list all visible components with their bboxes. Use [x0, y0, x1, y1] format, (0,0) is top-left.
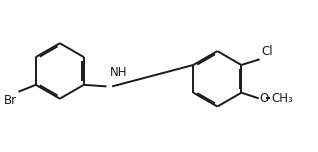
Text: NH: NH — [110, 66, 128, 79]
Text: Cl: Cl — [261, 45, 273, 58]
Text: CH₃: CH₃ — [271, 92, 293, 105]
Text: O: O — [259, 92, 269, 105]
Text: Br: Br — [4, 94, 17, 107]
